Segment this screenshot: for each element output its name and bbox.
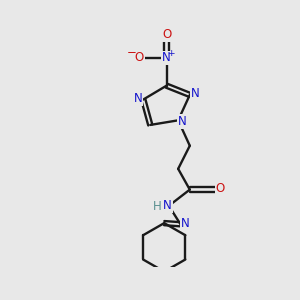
Text: O: O (162, 28, 171, 41)
Text: N: N (163, 199, 172, 212)
Text: N: N (162, 51, 171, 64)
Text: O: O (134, 51, 144, 64)
Text: N: N (178, 115, 187, 128)
Text: −: − (127, 46, 137, 59)
Text: N: N (134, 92, 142, 105)
Text: N: N (190, 87, 199, 100)
Text: O: O (216, 182, 225, 195)
Text: H: H (152, 200, 161, 213)
Text: N: N (181, 217, 190, 230)
Text: +: + (167, 49, 175, 58)
